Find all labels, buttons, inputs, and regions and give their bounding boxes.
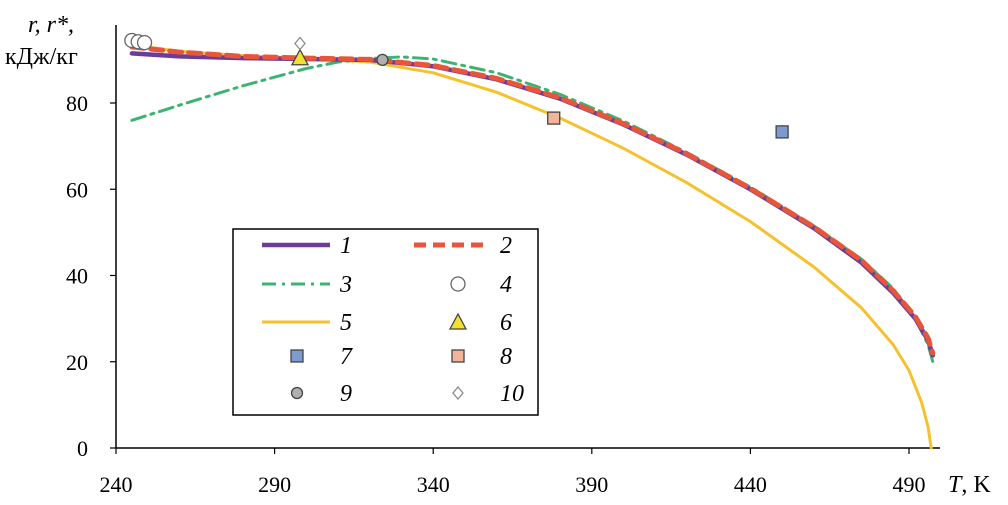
x-tick-label: 240 bbox=[100, 472, 133, 497]
marker-series-10 bbox=[294, 36, 306, 51]
x-tick-label: 390 bbox=[575, 472, 608, 497]
x-tick-label: 340 bbox=[417, 472, 450, 497]
marker-legend-7 bbox=[290, 349, 304, 363]
marker-legend-8 bbox=[451, 349, 465, 363]
legend-label-5: 5 bbox=[340, 310, 352, 336]
marker-legend-6 bbox=[448, 312, 468, 330]
y-tick-label: 80 bbox=[66, 91, 88, 116]
y-tick-label: 20 bbox=[66, 350, 88, 375]
legend-label-7: 7 bbox=[340, 344, 353, 370]
legend: 1 2 3 4 5 6 7 8 9 10 bbox=[232, 228, 539, 416]
series-layer bbox=[124, 32, 936, 450]
marker-series-4 bbox=[136, 34, 153, 51]
x-tick-label: 490 bbox=[893, 472, 926, 497]
legend-label-8: 8 bbox=[500, 344, 512, 370]
marker-legend-9 bbox=[290, 386, 304, 400]
ticks-group: 240 290 340 390 440 490 0 20 40 60 80 bbox=[66, 91, 926, 497]
y-tick-label: 0 bbox=[77, 436, 88, 461]
legend-label-4: 4 bbox=[500, 272, 512, 298]
series-3-line bbox=[130, 55, 935, 364]
x-tick-label: 290 bbox=[258, 472, 291, 497]
marker-series-8 bbox=[547, 111, 561, 125]
legend-label-9: 9 bbox=[340, 381, 352, 407]
legend-label-1: 1 bbox=[340, 233, 352, 259]
y-tick-label: 40 bbox=[66, 264, 88, 289]
y-tick-label: 60 bbox=[66, 177, 88, 202]
legend-label-2: 2 bbox=[500, 233, 512, 259]
legend-label-3: 3 bbox=[339, 272, 352, 298]
y-axis-title-line1: r, r*, bbox=[28, 12, 74, 38]
x-tick-label: 440 bbox=[734, 472, 767, 497]
marker-series-7 bbox=[775, 125, 789, 139]
x-axis-title-symbol: T bbox=[948, 472, 963, 498]
x-axis-title: T, K bbox=[948, 472, 991, 498]
series-2-line bbox=[129, 44, 936, 356]
marker-series-6 bbox=[290, 48, 310, 66]
marker-legend-4 bbox=[450, 276, 466, 292]
legend-label-10: 10 bbox=[500, 381, 524, 407]
y-axis-title-line2: кДж/кг bbox=[5, 44, 78, 70]
marker-series-9 bbox=[376, 53, 389, 67]
marker-legend-10 bbox=[452, 385, 464, 401]
x-axis-title-unit: , K bbox=[961, 472, 991, 498]
legend-label-6: 6 bbox=[500, 310, 512, 336]
